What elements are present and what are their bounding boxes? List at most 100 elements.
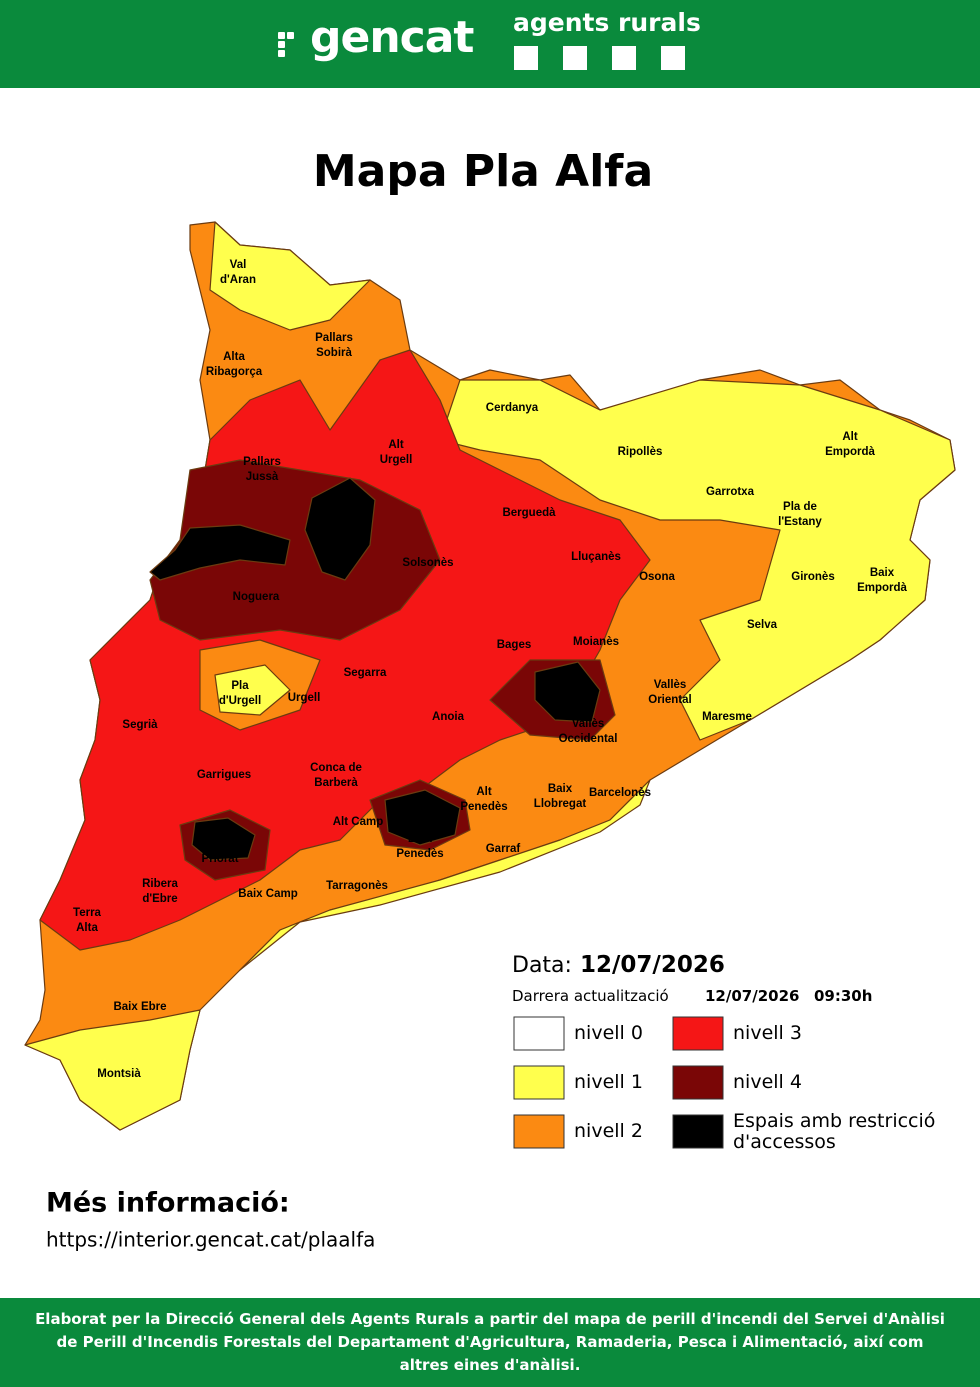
logo: gencat	[310, 12, 474, 63]
region	[304, 477, 376, 581]
region	[439, 379, 956, 741]
region-label: Noguera	[233, 591, 280, 603]
region-label: Alt	[842, 431, 858, 443]
header-bar: gencat agents rurals	[0, 0, 980, 88]
region-label: Bages	[497, 639, 532, 651]
region	[24, 1009, 201, 1131]
region-label: Ribera	[142, 878, 178, 890]
region-label: Gironès	[791, 571, 834, 583]
region-label: Barcelonès	[589, 787, 651, 799]
region-label: Pallars	[315, 332, 353, 344]
region-label: Moianès	[573, 636, 619, 648]
region-label: Vallès	[572, 718, 605, 730]
region-label: Segrià	[122, 719, 158, 731]
region-label: d'Aran	[220, 274, 256, 286]
region-label: Pla	[231, 680, 249, 692]
region-label: l'Estany	[778, 516, 822, 528]
region-label: Baix Ebre	[113, 1001, 166, 1013]
legend-swatch	[672, 1065, 724, 1100]
region	[191, 817, 256, 861]
region-label: Urgell	[380, 454, 413, 466]
region-label: Alta	[76, 922, 98, 934]
logo-mark	[278, 32, 302, 57]
title: Mapa Pla Alfa	[313, 146, 653, 197]
region-label: Baix	[408, 833, 433, 845]
region-label: Osona	[639, 571, 675, 583]
region	[384, 789, 461, 846]
info-url: https://interior.gencat.cat/plaalfa	[46, 1228, 375, 1252]
region-label: Sobirà	[316, 347, 352, 359]
region-label: Barberà	[314, 777, 358, 789]
update-label: Darrera actualització	[512, 987, 669, 1005]
region-label: Jussà	[246, 471, 279, 483]
region-label: Val	[230, 259, 247, 271]
region	[214, 664, 291, 716]
date-label: Data:	[512, 953, 572, 978]
region-label: Penedès	[396, 848, 443, 860]
region-label: Oriental	[648, 694, 691, 706]
region	[239, 779, 651, 971]
region-label: Garraf	[486, 843, 521, 855]
region-label: Baix Camp	[238, 888, 297, 900]
region	[39, 349, 651, 951]
region-label: Pallars	[243, 456, 281, 468]
footer-text: Elaborat per la Direcció General dels Ag…	[35, 1310, 945, 1374]
legend-label: nivell 2	[574, 1120, 643, 1142]
region-label: Penedès	[460, 801, 507, 813]
region-label: Empordà	[825, 446, 875, 458]
region-label: Anoia	[432, 711, 465, 723]
legend-label: Espais amb restricció	[733, 1110, 935, 1132]
legend-swatch	[513, 1065, 565, 1100]
region-label: Baix	[548, 783, 573, 795]
legend-swatch	[672, 1114, 724, 1149]
region-label: Vallès	[654, 679, 687, 691]
region	[209, 221, 371, 331]
region	[534, 661, 601, 723]
update-date: 12/07/2026	[705, 987, 799, 1005]
date: 12/07/2026	[580, 952, 725, 978]
update-time: 09:30h	[814, 987, 872, 1005]
legend-label: nivell 4	[733, 1071, 802, 1093]
region-label: Montsià	[97, 1068, 141, 1080]
legend-swatch	[672, 1016, 724, 1051]
map-area: Mapa Pla Alfa Val d'Aran Pallars Sobirà Alta…	[24, 146, 956, 1252]
legend-swatch	[513, 1114, 565, 1149]
info-heading: Més informació:	[46, 1188, 290, 1219]
region-label: Berguedà	[502, 507, 556, 519]
region-label: Ribagorça	[206, 366, 263, 378]
region-label: Urgell	[288, 692, 321, 704]
region-label: Pla de	[783, 501, 817, 513]
region-label: Conca de	[310, 762, 362, 774]
region-label: Alt Camp	[333, 816, 383, 828]
region-label: Alta	[223, 351, 245, 363]
region-label: Ripollès	[618, 446, 663, 458]
footer-bar: Elaborat per la Direcció General dels Ag…	[0, 1298, 980, 1387]
region-label: Llobregat	[534, 798, 587, 810]
region-label: Baix	[870, 567, 895, 579]
legend-label: nivell 1	[574, 1071, 643, 1093]
region-label: Occidental	[559, 733, 618, 745]
legend-swatch	[513, 1016, 565, 1051]
region-label: Segarra	[344, 667, 387, 679]
region-label: Empordà	[857, 582, 907, 594]
region-label: Maresme	[702, 711, 752, 723]
region-label: Terra	[73, 907, 102, 919]
region-label: Garrotxa	[706, 486, 755, 498]
region-label: d'Urgell	[219, 695, 261, 707]
brand: agents rurals	[513, 8, 701, 37]
region-label: Solsonès	[402, 557, 453, 569]
region-label: Selva	[747, 619, 778, 631]
legend-label: nivell 0	[574, 1022, 643, 1044]
legend-label: d'accessos	[733, 1131, 836, 1153]
region-label: Cerdanya	[486, 402, 539, 414]
region-label: Lluçanès	[571, 551, 621, 563]
region-label: Garrigues	[197, 769, 251, 781]
region-label: Tarragonès	[326, 880, 388, 892]
legend-label: nivell 3	[733, 1022, 802, 1044]
region-label: Alt	[388, 439, 404, 451]
brand-mark	[514, 46, 710, 74]
region-label: Priorat	[201, 853, 238, 865]
region	[149, 524, 291, 581]
